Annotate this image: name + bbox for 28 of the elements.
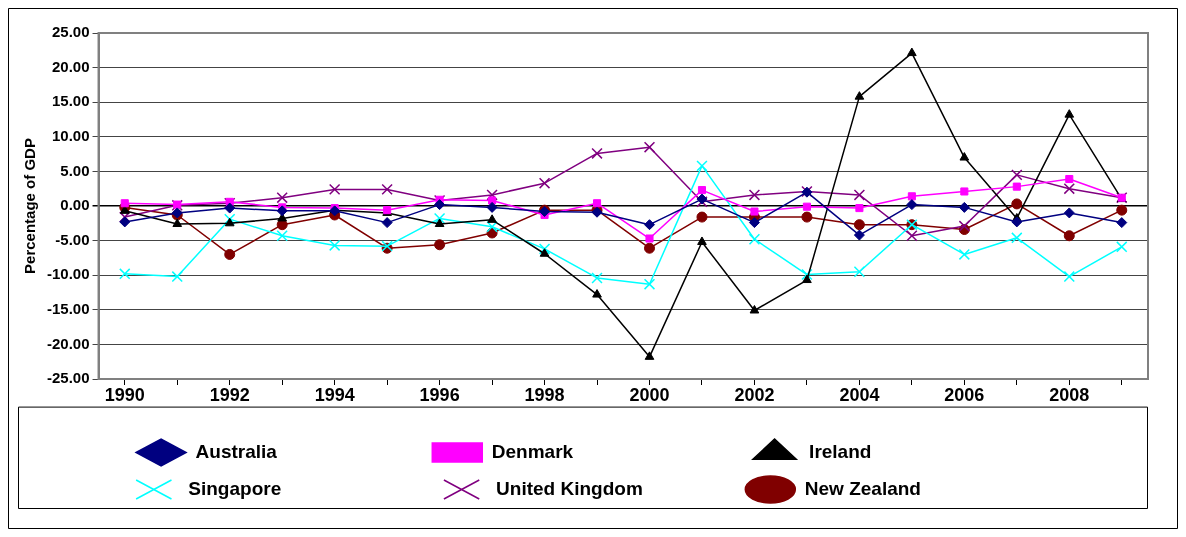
legend-label: Denmark — [491, 440, 732, 462]
x-tick-label: 2002 — [734, 384, 775, 405]
x-tick-label: 2004 — [839, 384, 880, 405]
x-tick-label: 2008 — [1049, 384, 1090, 405]
y-tick-label: -10.00 — [46, 265, 90, 283]
y-tick-label: -25.00 — [46, 369, 90, 387]
y-tick-label: 5.00 — [60, 161, 90, 179]
y-axis-title: Percentage of GDP — [21, 138, 39, 274]
y-tick-label: 15.00 — [51, 92, 90, 110]
x-tick-label: 1998 — [524, 384, 565, 405]
x-tick-label: 2006 — [944, 384, 985, 405]
legend-label: Ireland — [809, 440, 1030, 462]
y-tick-label: -15.00 — [46, 299, 90, 317]
legend-label: United Kingdom — [496, 477, 728, 499]
x-tick-label: 1992 — [209, 384, 250, 405]
x-tick-label: 1990 — [104, 384, 145, 405]
y-tick-label: 10.00 — [51, 126, 90, 144]
y-tick-label: 20.00 — [51, 57, 90, 75]
y-tick-label: 25.00 — [51, 23, 90, 41]
x-tick-label: 1994 — [314, 384, 355, 405]
legend-label: New Zealand — [804, 477, 1038, 499]
legend-label: Singapore — [188, 477, 419, 499]
y-tick-label: -20.00 — [46, 334, 90, 352]
legend-label: Australia — [195, 440, 415, 462]
x-tick-label: 1996 — [419, 384, 460, 405]
y-tick-label: -5.00 — [55, 230, 90, 248]
y-tick-label: 0.00 — [60, 196, 90, 214]
x-tick-label: 2000 — [629, 384, 670, 405]
